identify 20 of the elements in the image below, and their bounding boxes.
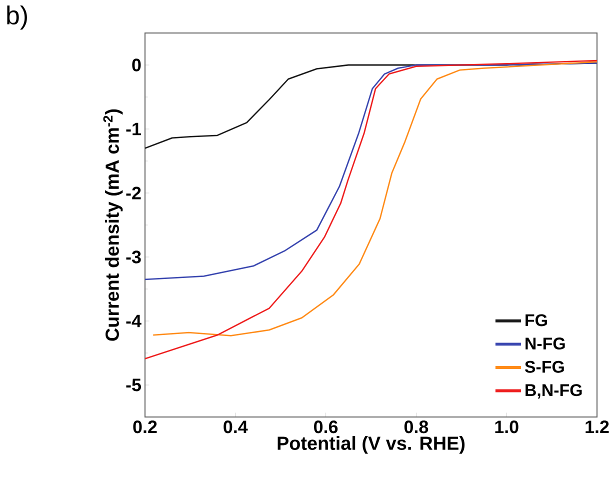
text: b): [7, 6, 27, 30]
x-axis-title: Potential (V vs. RHE): [278, 436, 465, 454]
y-tick-label: 0: [132, 58, 141, 72]
y-axis-title: Current density (mA cm$^{-2}$): [103, 109, 123, 341]
x-tick-label: 0.8: [404, 420, 428, 434]
x-tick-label: 1.2: [586, 420, 609, 434]
y-tick-label: -4: [126, 314, 142, 328]
y-tick-label: -5: [126, 378, 141, 392]
x-tick-label: 0.4: [224, 420, 248, 434]
y-tick-label: -3: [126, 250, 141, 264]
x-tick-label: 0.2: [133, 420, 157, 434]
legend-label: FG: [526, 314, 547, 326]
y-tick-label: -2: [126, 186, 141, 200]
y-tick-label: -1: [126, 122, 141, 136]
x-tick-label: 1.0: [495, 420, 518, 434]
legend-label: S-FG: [524, 360, 564, 373]
x-tick-label: 0.6: [314, 420, 338, 434]
line-series: [145, 62, 598, 280]
legend-label: B,N-FG: [526, 384, 582, 399]
legend-label: N-FG: [526, 338, 565, 350]
